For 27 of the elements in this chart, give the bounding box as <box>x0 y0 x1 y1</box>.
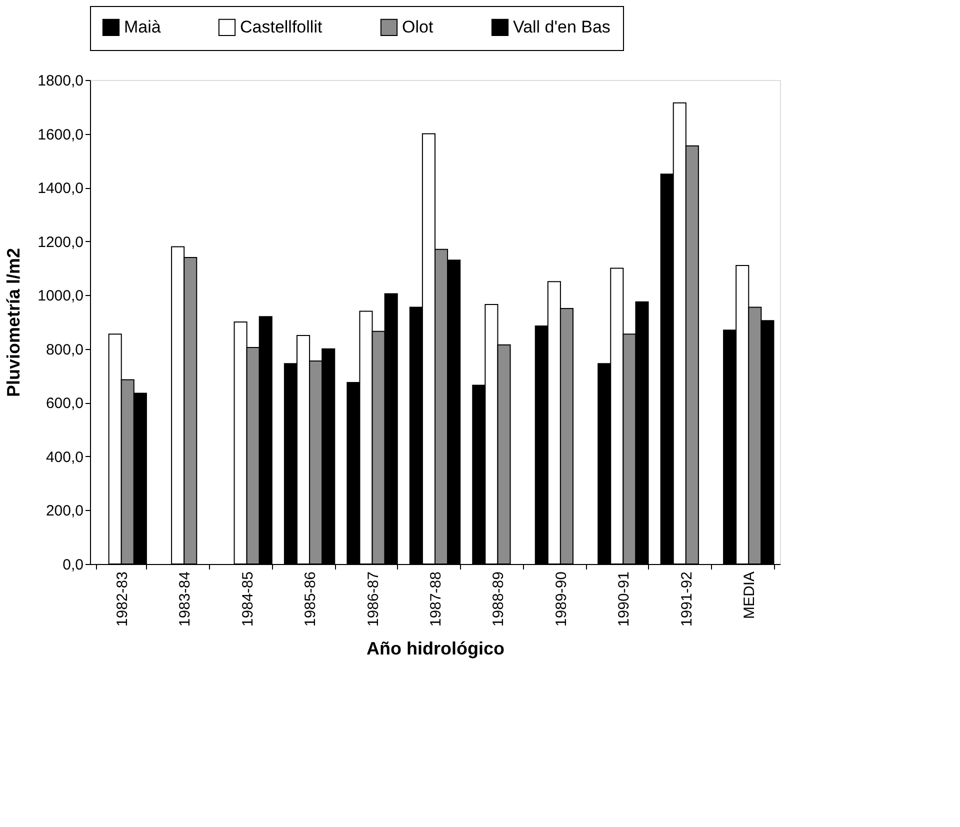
y-tick-label: 1600,0 <box>38 126 84 144</box>
y-tick-label: 1200,0 <box>38 234 84 251</box>
x-tick-label: MEDIA <box>741 572 758 620</box>
y-tick-label: 200,0 <box>46 502 84 520</box>
y-tick-label: 800,0 <box>46 341 84 358</box>
legend-label: Castellfollit <box>240 17 322 36</box>
y-axis-title: Pluviometría l/m2 <box>4 248 24 398</box>
x-tick-label: 1988-89 <box>490 572 508 627</box>
y-tick-label: 1400,0 <box>38 180 84 198</box>
y-tick-label: 0,0 <box>62 556 84 574</box>
y-tick-label: 1800,0 <box>38 72 84 90</box>
y-tick-label: 600,0 <box>46 395 84 412</box>
x-axis-title: Año hidrológico <box>366 638 504 659</box>
x-tick-label: 1990-91 <box>616 572 633 627</box>
x-tick-label: 1985-86 <box>302 572 320 627</box>
x-tick-label: 1987-88 <box>428 572 444 627</box>
legend-label: Vall d'en Bas <box>513 17 610 36</box>
y-tick-label: 1000,0 <box>38 288 84 305</box>
x-tick-label: 1991-92 <box>678 572 696 627</box>
x-tick-label: 1982-83 <box>114 572 131 627</box>
x-tick-label: 1984-85 <box>239 572 256 627</box>
y-tick-label: 400,0 <box>46 448 84 466</box>
legend-label: Maià <box>124 17 162 36</box>
x-tick-label: 1986-87 <box>364 572 382 627</box>
x-tick-label: 1983-84 <box>176 572 194 627</box>
legend-label: Olot <box>402 17 434 36</box>
x-tick-label: 1989-90 <box>552 572 570 627</box>
